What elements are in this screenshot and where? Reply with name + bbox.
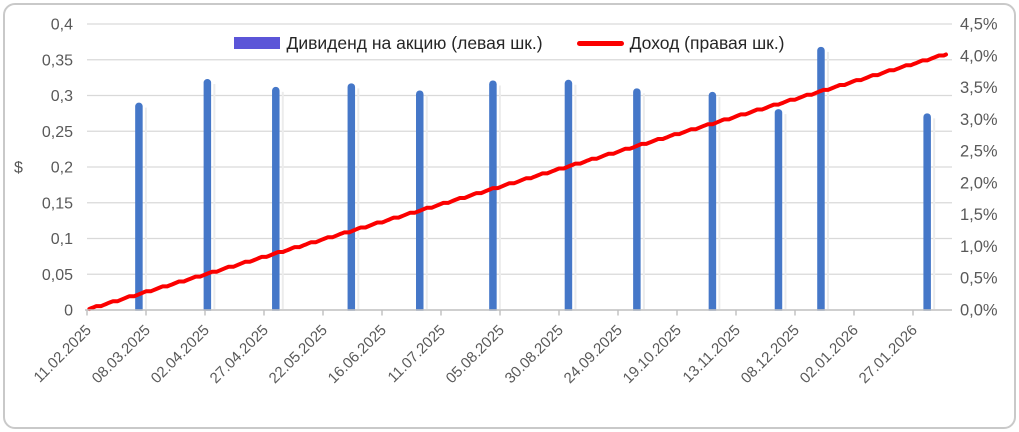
legend-label-dividend: Дивиденд на акцию (левая шк.) xyxy=(286,32,543,53)
y-axis-label-right: 0,5% xyxy=(960,270,998,288)
legend-label-income: Доход (правая шк.) xyxy=(629,32,785,53)
y-axis-label-right: 4,5% xyxy=(960,16,998,34)
legend-item-dividend[interactable]: Дивиденд на акцию (левая шк.) xyxy=(234,32,543,54)
x-axis-label: 02.01.2026 xyxy=(797,322,862,387)
y-axis-label-right: 2,0% xyxy=(960,174,998,192)
y-axis-label-right: 2,5% xyxy=(960,143,998,161)
x-axis-label: 22.05.2025 xyxy=(266,322,331,387)
y-axis-label-left: 0,35 xyxy=(42,52,73,69)
x-axis-label: 05.08.2025 xyxy=(443,322,508,387)
y-axis-label-left: 0,3 xyxy=(51,88,73,105)
y-axis-label-right: 3,5% xyxy=(960,79,998,97)
y-axis-label-right: 3,0% xyxy=(960,111,998,129)
dividend-bar[interactable] xyxy=(416,90,424,315)
y-axis-label-left: 0,2 xyxy=(51,160,73,177)
x-axis-label: 30.08.2025 xyxy=(502,322,567,387)
dividend-bar[interactable] xyxy=(272,86,280,315)
yield-line[interactable] xyxy=(87,52,948,311)
x-axis-label: 27.04.2025 xyxy=(207,322,272,387)
dividend-bar[interactable] xyxy=(633,88,641,315)
x-axis-label: 11.02.2025 xyxy=(31,322,95,386)
x-axis-label: 27.01.2026 xyxy=(856,322,921,387)
dividend-bar[interactable] xyxy=(347,83,356,315)
y-axis-label-left: 0,25 xyxy=(42,124,73,141)
y-axis-label-right: 1,0% xyxy=(960,238,998,256)
x-axis-label: 24.09.2025 xyxy=(561,322,626,387)
x-axis-label: 02.04.2025 xyxy=(148,322,213,387)
x-axis-label: 08.12.2025 xyxy=(738,322,803,387)
dividend-bar[interactable] xyxy=(774,109,783,315)
dividend-bar[interactable] xyxy=(203,79,212,315)
line-series-swatch-icon xyxy=(576,40,624,46)
y-axis-label-right: 1,5% xyxy=(960,206,998,224)
legend-item-income[interactable]: Доход (правая шк.) xyxy=(576,32,785,54)
y-axis-label-left: 0,1 xyxy=(51,231,73,248)
dividend-bar[interactable] xyxy=(135,102,143,315)
dividend-bar[interactable] xyxy=(564,79,573,315)
dividend-bar[interactable] xyxy=(817,46,825,315)
dividend-bar[interactable] xyxy=(489,80,497,315)
bar-series-swatch-icon xyxy=(234,37,281,49)
left-axis-unit: $ xyxy=(14,160,23,177)
x-axis-label: 08.03.2025 xyxy=(89,322,154,387)
x-axis-label: 16.06.2025 xyxy=(325,322,390,387)
y-axis-label-right: 4,0% xyxy=(960,47,998,65)
y-axis-label-right: 0,0% xyxy=(960,302,998,320)
y-axis-label-left: 0,4 xyxy=(51,17,73,34)
y-axis-label-left: 0 xyxy=(64,303,73,320)
dividend-bar[interactable] xyxy=(708,91,717,315)
chart-legend: Дивиденд на акцию (левая шк.) Доход (пра… xyxy=(0,30,1019,56)
dividend-bar[interactable] xyxy=(923,113,931,315)
y-axis-label-left: 0,15 xyxy=(42,195,73,212)
x-axis-label: 13.11.2025 xyxy=(680,322,744,386)
x-axis-label: 11.07.2025 xyxy=(385,322,449,386)
y-axis-label-left: 0,05 xyxy=(42,267,73,284)
x-axis-label: 19.10.2025 xyxy=(620,322,685,387)
